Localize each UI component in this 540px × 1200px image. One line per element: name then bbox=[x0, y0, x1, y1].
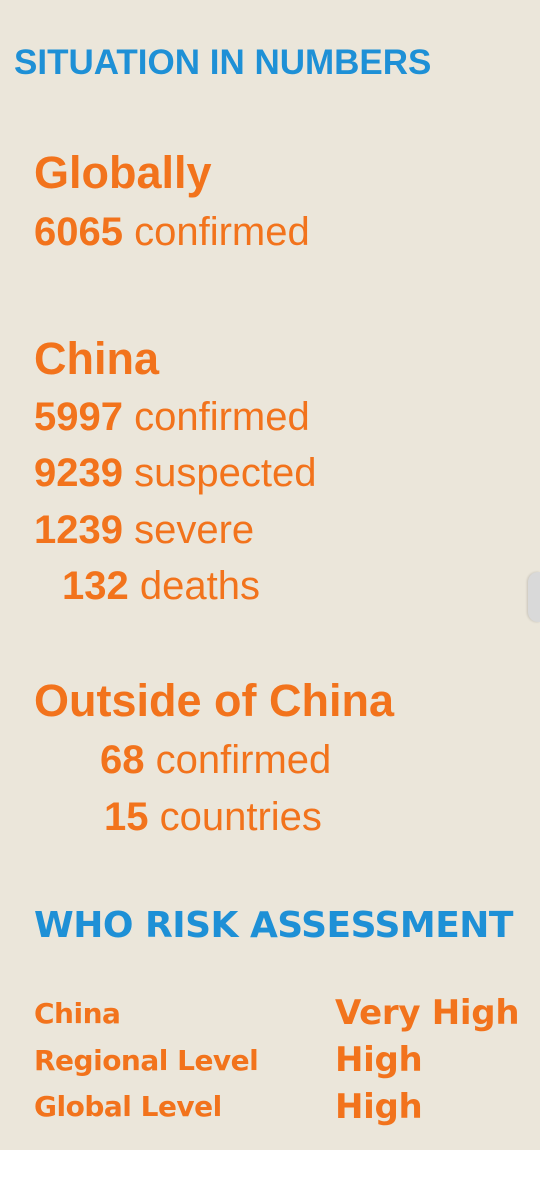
situation-panel: SITUATION IN NUMBERS Globally 6065 confi… bbox=[0, 0, 540, 1150]
stat-label: confirmed bbox=[134, 210, 310, 254]
stat-label: deaths bbox=[139, 564, 260, 608]
globally-heading: Globally bbox=[34, 147, 212, 198]
stat-number: 15 bbox=[104, 795, 149, 839]
stat-number: 1239 bbox=[34, 508, 123, 552]
outside-confirmed-stat: 68 confirmed bbox=[100, 740, 331, 780]
risk-value-regional: High bbox=[335, 1040, 423, 1080]
edge-panel-handle[interactable] bbox=[528, 572, 540, 622]
risk-label-china: China bbox=[34, 997, 121, 1030]
china-deaths-stat: 132 deaths bbox=[62, 566, 260, 606]
risk-value-china: Very High bbox=[335, 993, 520, 1033]
stat-label: confirmed bbox=[155, 738, 332, 782]
globally-confirmed-stat: 6065 confirmed bbox=[34, 212, 310, 252]
china-suspected-stat: 9239 suspected bbox=[34, 453, 316, 493]
outside-countries-stat: 15 countries bbox=[104, 797, 322, 837]
stat-label: suspected bbox=[134, 451, 317, 495]
stat-number: 6065 bbox=[34, 210, 123, 254]
stat-label: severe bbox=[134, 508, 255, 552]
stat-number: 68 bbox=[100, 738, 145, 782]
china-heading: China bbox=[34, 333, 160, 384]
stat-number: 132 bbox=[62, 564, 129, 608]
risk-assessment-title: WHO RISK ASSESSMENT bbox=[34, 905, 513, 946]
stat-number: 5997 bbox=[34, 395, 123, 439]
outside-china-heading: Outside of China bbox=[34, 675, 394, 726]
stat-number: 9239 bbox=[34, 451, 123, 495]
risk-label-regional: Regional Level bbox=[34, 1044, 259, 1077]
china-severe-stat: 1239 severe bbox=[34, 510, 254, 550]
risk-label-global: Global Level bbox=[34, 1090, 222, 1123]
risk-value-global: High bbox=[335, 1087, 423, 1127]
page-title: SITUATION IN NUMBERS bbox=[14, 43, 432, 82]
china-confirmed-stat: 5997 confirmed bbox=[34, 397, 310, 437]
page-footer-area bbox=[0, 1150, 540, 1200]
stat-label: countries bbox=[159, 795, 322, 839]
stat-label: confirmed bbox=[134, 395, 310, 439]
